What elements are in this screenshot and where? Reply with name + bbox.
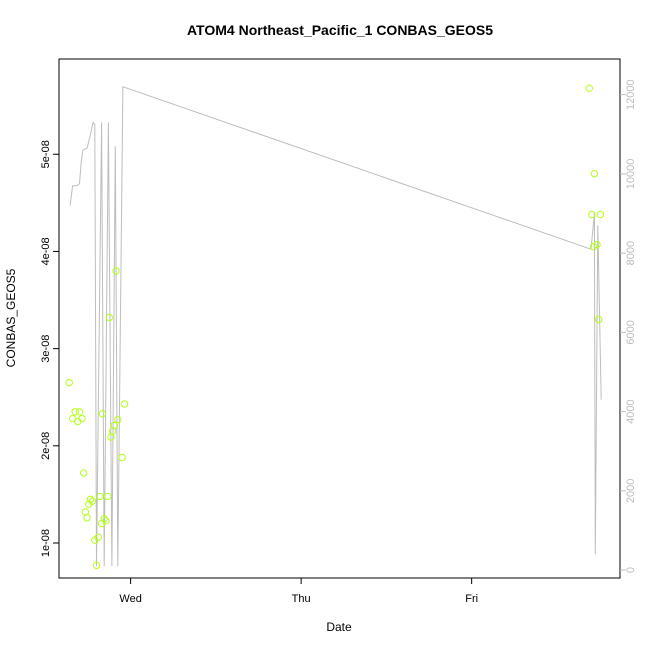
data-point — [110, 421, 119, 430]
data-point — [65, 378, 73, 387]
data-point — [595, 315, 603, 324]
data-point — [83, 514, 91, 522]
right-tick-label: 8000 — [625, 241, 637, 265]
data-point — [71, 408, 79, 416]
x-axis-label: Date — [326, 620, 352, 634]
y-axis-label: CONBAS_GEOS5 — [4, 268, 18, 367]
left-tick-label: 3e-08 — [40, 335, 52, 363]
data-point — [98, 410, 107, 418]
data-point — [86, 495, 95, 503]
data-point — [590, 170, 599, 178]
data-point — [120, 400, 129, 408]
right-tick-label: 0 — [625, 567, 637, 573]
data-point — [100, 515, 108, 523]
data-point — [112, 267, 120, 275]
right-tick-label: 12000 — [625, 79, 637, 110]
data-point — [102, 517, 110, 525]
plot-frame — [58, 58, 621, 579]
right-tick-label: 10000 — [625, 159, 637, 190]
right-tick-label: 2000 — [625, 479, 637, 503]
left-tick-label: 2e-08 — [40, 432, 52, 460]
right-tick-label: 6000 — [625, 320, 637, 344]
data-point — [92, 561, 101, 570]
data-point — [588, 210, 596, 219]
data-point — [94, 533, 102, 541]
series-line — [69, 85, 602, 567]
x-tick-label: Wed — [119, 593, 141, 605]
right-y-axis: 0 2000 4000 6000 8000 10000 12000 — [620, 79, 637, 573]
data-point — [593, 240, 601, 249]
right-tick-label: 4000 — [625, 399, 637, 423]
x-tick-label: Thu — [292, 593, 311, 605]
data-point — [114, 415, 122, 424]
x-tick-label: Fri — [465, 593, 478, 605]
data-point — [596, 210, 605, 219]
data-point — [96, 492, 104, 501]
line-series — [69, 85, 602, 567]
data-point — [585, 84, 593, 92]
data-point — [75, 408, 84, 416]
left-y-axis: 1e-08 2e-08 3e-08 4e-08 5e-08 — [40, 140, 59, 557]
data-point — [80, 469, 88, 477]
x-axis: Wed Thu Fri — [119, 578, 478, 605]
scatter-series — [65, 84, 605, 570]
data-point — [118, 453, 126, 462]
left-tick-label: 4e-08 — [40, 237, 52, 265]
data-point — [88, 497, 97, 505]
left-tick-label: 1e-08 — [40, 529, 52, 557]
data-point — [105, 313, 114, 322]
chart-title: ATOM4 Northeast_Pacific_1 CONBAS_GEOS5 — [187, 22, 493, 38]
data-point — [103, 492, 112, 501]
data-point — [78, 414, 86, 423]
left-tick-label: 5e-08 — [40, 140, 52, 168]
